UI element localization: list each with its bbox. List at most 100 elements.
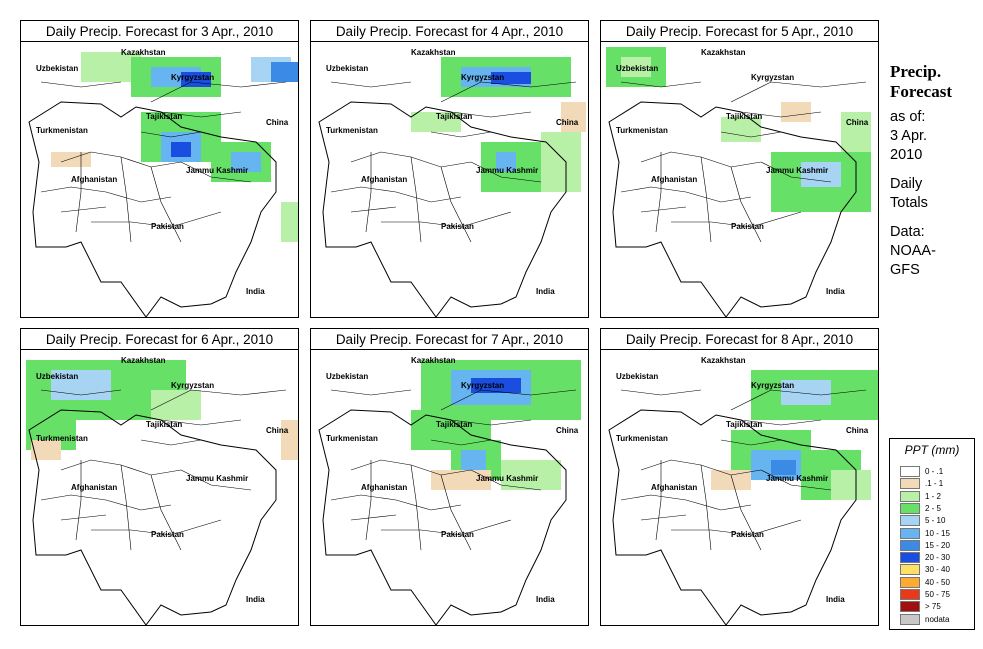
map-label-jammu-kashmir: Jammu Kashmir [766,474,829,483]
precip-map: Kazakhstan Uzbekistan Kyrgyzstan Tajikistan… [600,42,879,318]
boundary-line [120,156,132,243]
legend-swatch [900,515,920,527]
legend-label: 40 - 50 [925,577,950,587]
boundary-line [640,206,687,213]
boundary-line [720,131,782,138]
boundary-line [730,474,762,551]
map-canvas [318,360,581,625]
map-label-uzbekistan: Uzbekistan [616,372,659,381]
legend-swatch [900,539,920,551]
boundary-line [640,151,762,168]
panel-title: Daily Precip. Forecast for 4 Apr., 2010 [310,20,589,42]
boundary-line [140,131,202,138]
map-label-kazakhstan: Kazakhstan [701,48,746,57]
map-label-turkmenistan: Turkmenistan [36,126,88,135]
map-label-turkmenistan: Turkmenistan [616,434,668,443]
legend-swatch [900,502,920,514]
boundary-line [440,166,472,243]
boundary-line [365,152,372,233]
map-canvas [318,57,586,317]
totals-line2: Totals [890,195,928,211]
country-outline [608,101,857,317]
map-label-uzbekistan: Uzbekistan [36,64,79,73]
boundary-line [75,460,82,541]
map-label-afghanistan: Afghanistan [71,483,118,492]
boundary-line [150,474,182,551]
map-label-kazakhstan: Kazakhstan [411,48,456,57]
boundary-line [330,494,462,511]
precip-cell [151,390,201,420]
boundary-line [75,152,82,233]
boundary-line [450,111,532,118]
legend-swatch [900,613,920,625]
map-label-kyrgyzstan: Kyrgyzstan [461,381,505,390]
map-label-kyrgyzstan: Kyrgyzstan [461,73,505,82]
boundary-line [740,419,822,426]
precip-cell [831,470,871,500]
map-label-india: India [536,287,555,296]
boundary-line [381,519,512,536]
map-label-kyrgyzstan: Kyrgyzstan [751,73,795,82]
precip-cell [281,420,298,460]
boundary-line [410,464,422,551]
side-title-line2: Forecast [890,82,952,101]
legend-label: 5 - 10 [925,516,946,526]
boundary-line [440,389,577,411]
ppt-legend: PPT (mm) 0 - .1 .1 - 1 1 - 2 2 - 5 5 - 10 10 … [889,438,975,630]
boundary-line [150,389,287,411]
legend-swatch [900,552,920,564]
map-label-kazakhstan: Kazakhstan [121,48,166,57]
precip-cell [231,152,261,172]
map-label-china: China [266,426,289,435]
map-label-kyrgyzstan: Kyrgyzstan [171,381,215,390]
boundary-line [620,81,702,88]
boundary-line [330,186,462,203]
legend-label: 30 - 40 [925,565,950,575]
precip-cell [471,378,521,393]
boundary-line [91,211,222,228]
boundary-line [120,464,132,551]
map-label-pakistan: Pakistan [151,222,184,231]
country-outline [28,409,277,625]
boundary-line [60,459,182,476]
boundary-line [350,206,397,213]
map-label-china: China [266,118,289,127]
map-label-india: India [246,595,265,604]
country-outline [318,101,567,317]
boundary-line [470,469,542,491]
map-canvas [28,52,298,317]
legend-label: nodata [925,614,950,624]
boundary-line [620,389,702,396]
precip-cell [561,102,586,132]
precip-cell [781,102,811,122]
boundary-line [180,469,252,491]
boundary-line [160,419,242,426]
boundary-line [440,474,472,551]
boundary-line [350,514,397,521]
boundary-line [365,460,372,541]
precip-cell [771,460,796,475]
boundary-line [440,81,577,103]
boundary-line [760,469,832,491]
map-label-india: India [826,287,845,296]
map-label-uzbekistan: Uzbekistan [326,372,369,381]
map-label-uzbekistan: Uzbekistan [326,64,369,73]
boundary-line [410,156,422,243]
boundary-line [150,166,182,243]
asof-line3: 2010 [890,147,923,163]
map-label-jammu-kashmir: Jammu Kashmir [186,474,249,483]
map-label-tajikistan: Tajikistan [726,112,763,121]
legend-label: 50 - 75 [925,590,950,599]
panel-title: Daily Precip. Forecast for 5 Apr., 2010 [600,20,879,42]
precip-cell [841,112,871,152]
map-label-india: India [246,287,265,296]
map-label-pakistan: Pakistan [731,222,764,231]
boundary-line [671,519,802,536]
boundary-line [160,111,242,118]
map-label-jammu-kashmir: Jammu Kashmir [186,166,249,175]
map-label-tajikistan: Tajikistan [146,420,183,429]
country-outline [318,409,567,625]
legend-swatch [900,466,920,477]
panel-title: Daily Precip. Forecast for 7 Apr., 2010 [310,328,589,350]
map-label-china: China [846,426,869,435]
